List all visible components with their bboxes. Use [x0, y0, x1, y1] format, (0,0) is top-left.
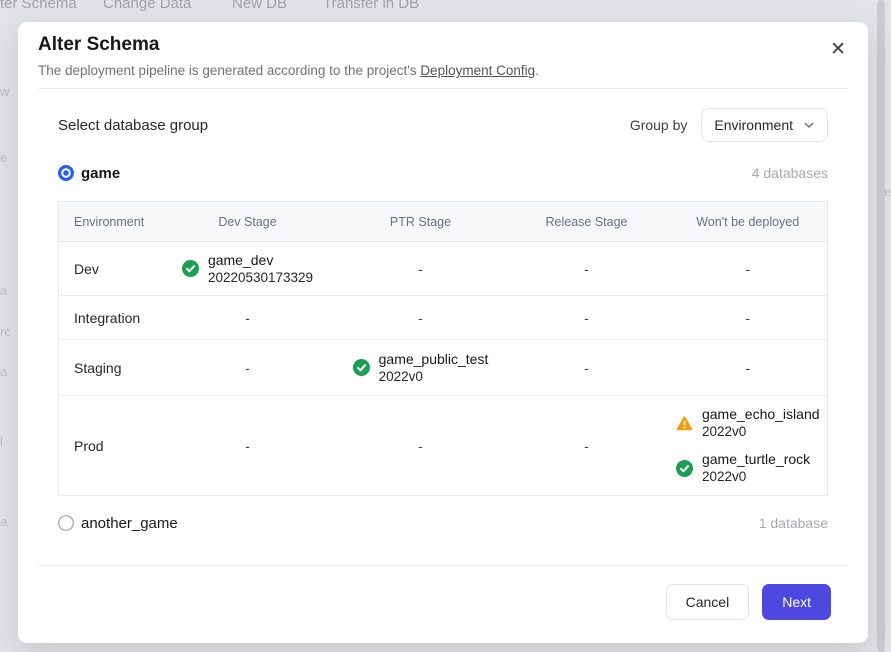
modal-header: Alter Schema The deployment pipeline is …	[18, 22, 868, 88]
db-version: 20220530173329	[207, 269, 314, 285]
col-ptr-stage: PTR Stage	[336, 201, 505, 242]
db-name: game_dev	[207, 251, 274, 268]
col-wont-be-deployed: Won't be deployed	[668, 201, 828, 242]
db-count-another-game: 1 database	[758, 515, 828, 531]
ptr-stage-cell: game_public_test 2022v0	[336, 339, 505, 396]
group-by-label: Group by	[629, 117, 688, 133]
page-title: Alter Schema	[38, 34, 160, 55]
group-name-another-game: another_game	[81, 514, 178, 532]
bg-tab-change-data: Change Data	[103, 0, 192, 12]
group-by-select[interactable]: Environment	[701, 108, 828, 142]
warning-triangle-icon	[676, 415, 693, 430]
radio-group-game[interactable]: game	[58, 165, 120, 182]
release-stage-cell: -	[584, 437, 589, 454]
db-version: 2022v0	[378, 368, 423, 384]
radio-unselected-icon	[58, 515, 74, 531]
env-cell: Integration	[58, 295, 159, 340]
success-check-icon	[181, 260, 199, 277]
wont-deploy-cell: game_echo_island 2022v0 game	[669, 396, 828, 496]
success-check-icon	[352, 359, 370, 376]
ptr-stage-cell: -	[336, 295, 505, 340]
group-row-game: game 4 databases	[58, 163, 828, 183]
close-button[interactable]: ✕	[826, 36, 850, 63]
db-count-game: 4 databases	[751, 165, 828, 181]
dev-stage-cell: -	[245, 437, 250, 454]
db-version: 2022v0	[701, 469, 747, 484]
db-version: 2022v0	[701, 424, 747, 439]
dev-stage-cell: game_dev 20220530173329	[158, 241, 337, 296]
cancel-button[interactable]: Cancel	[665, 584, 750, 620]
col-dev-stage: Dev Stage	[158, 201, 337, 242]
ptr-stage-cell: -	[336, 241, 505, 296]
group-by-selected-value: Environment	[714, 117, 793, 133]
bg-text-fragment: e	[884, 184, 891, 199]
group-name-game: game	[81, 164, 121, 182]
select-db-group-label: Select database group	[58, 116, 209, 134]
subtitle-text: The deployment pipeline is generated acc…	[38, 63, 421, 78]
bg-text-fragment: a	[0, 364, 8, 379]
footer-divider	[38, 565, 848, 566]
env-cell: Prod	[74, 437, 104, 454]
col-environment: Environment	[58, 201, 159, 242]
modal-footer: Cancel Next	[18, 566, 868, 620]
radio-group-another-game[interactable]: another_game	[58, 515, 178, 532]
wont-deploy-cell: -	[668, 241, 828, 296]
env-cell: Staging	[58, 339, 159, 396]
bg-text-fragment: l	[0, 434, 3, 449]
modal-subtitle: The deployment pipeline is generated acc…	[38, 61, 848, 80]
close-icon: ✕	[830, 39, 846, 60]
alter-schema-modal: Alter Schema The deployment pipeline is …	[18, 22, 868, 643]
bg-tab-new-db: New DB	[232, 0, 288, 12]
env-cell: Dev	[58, 241, 159, 296]
bg-text-fragment: a	[0, 514, 8, 529]
deployment-table: Environment Dev Stage PTR Stage Release …	[58, 201, 828, 496]
db-entry: game_dev 20220530173329	[181, 251, 314, 287]
subtitle-period: .	[535, 63, 539, 78]
modal-body: Select database group Group by Environme…	[18, 89, 868, 533]
bg-text-fragment: ro	[0, 324, 10, 339]
release-stage-cell: -	[504, 339, 669, 396]
table-header-row: Environment Dev Stage PTR Stage Release …	[58, 201, 828, 242]
success-check-icon	[675, 459, 693, 477]
release-stage-cell: -	[504, 241, 669, 296]
radio-selected-icon	[58, 165, 74, 181]
col-release-stage: Release Stage	[504, 201, 669, 242]
next-button[interactable]: Next	[762, 584, 831, 620]
page-scrollbar[interactable]	[877, 0, 885, 652]
db-entry-stack: game_echo_island 2022v0 game	[675, 405, 820, 486]
header-divider	[38, 88, 848, 89]
db-name: game_turtle_rock	[701, 451, 811, 467]
db-entry: game_echo_island 2022v0	[676, 405, 820, 441]
wont-deploy-cell: -	[668, 295, 828, 340]
bg-text-fragment: a	[0, 283, 8, 298]
db-entry: game_public_test 2022v0	[352, 350, 489, 386]
table-row-staging: Staging - game_public_test 2022v0	[58, 339, 828, 396]
group-row-another-game: another_game 1 database	[58, 513, 828, 533]
bg-tab-transfer-in-db: Transfer in DB	[323, 0, 420, 12]
release-stage-cell: -	[504, 295, 669, 340]
table-row-prod: Prod - - -	[59, 396, 828, 496]
deployment-config-link[interactable]: Deployment Config	[420, 63, 536, 78]
bg-text-fragment: w	[0, 84, 10, 99]
bg-text-fragment: e	[0, 150, 8, 165]
dev-stage-cell: -	[158, 339, 337, 396]
ptr-stage-cell: -	[418, 437, 423, 454]
dev-stage-cell: -	[158, 295, 337, 340]
db-name: game_echo_island	[701, 406, 820, 422]
bg-tab-alter-schema: ter Schema	[0, 0, 77, 12]
db-entry: game_turtle_rock 2022v0	[675, 450, 811, 486]
wont-deploy-cell: -	[668, 339, 828, 396]
chevron-down-icon	[804, 122, 814, 128]
group-by-control: Group by Environment	[630, 108, 828, 142]
table-row-integration: Integration - - - -	[58, 295, 828, 340]
table-row-dev: Dev game_dev 20220530173329	[58, 241, 828, 296]
db-name: game_public_test	[378, 350, 489, 367]
